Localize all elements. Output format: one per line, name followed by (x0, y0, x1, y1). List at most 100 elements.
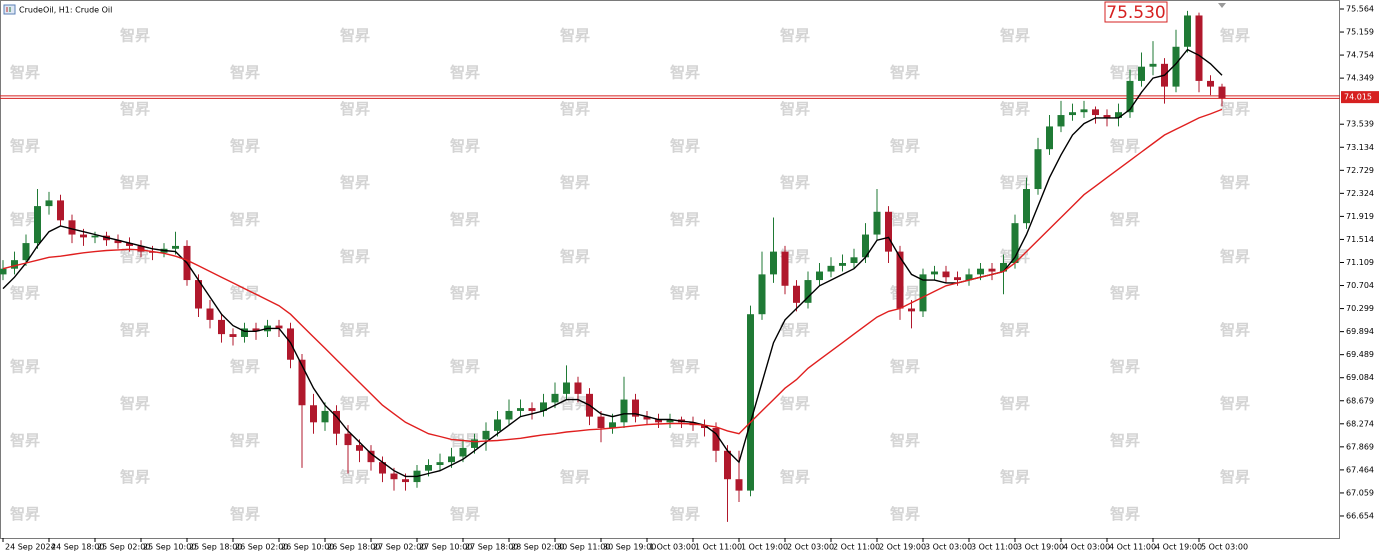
watermark: 智昇 (10, 431, 40, 449)
watermark: 智昇 (340, 395, 370, 413)
watermark: 智昇 (780, 174, 810, 192)
candle-body (1207, 80, 1214, 87)
watermark: 智昇 (670, 505, 700, 523)
watermark: 智昇 (560, 468, 590, 486)
candle-body (275, 325, 283, 329)
watermark: 智昇 (1110, 284, 1140, 302)
candle-body (1138, 66, 1145, 81)
watermark: 智昇 (560, 321, 590, 339)
watermark: 智昇 (560, 27, 590, 45)
x-tick-label: 27 Sep 10:00 (419, 543, 472, 552)
watermark: 智昇 (780, 321, 810, 339)
watermark: 智昇 (230, 211, 260, 229)
candle-body (563, 382, 570, 394)
candle-body (574, 382, 582, 394)
watermark: 智昇 (670, 431, 700, 449)
x-tick-label: 26 Sep 02:00 (235, 543, 288, 552)
watermark: 智昇 (10, 63, 40, 81)
candle-body (172, 245, 179, 249)
watermark: 智昇 (10, 358, 40, 376)
watermark: 智昇 (1000, 395, 1030, 413)
watermark: 智昇 (780, 100, 810, 118)
y-tick-label: 66.654 (1346, 511, 1374, 520)
candle-body (919, 274, 927, 312)
watermark: 智昇 (890, 137, 920, 155)
watermark: 智昇 (340, 27, 370, 45)
x-tick-label: 26 Sep 18:00 (327, 543, 380, 552)
watermark: 智昇 (230, 505, 260, 523)
watermark: 智昇 (450, 63, 480, 81)
candle-body (1023, 189, 1030, 224)
candle-body (333, 410, 340, 434)
watermark: 智昇 (1220, 174, 1250, 192)
watermark: 智昇 (1000, 321, 1030, 339)
candle-body (1115, 112, 1122, 118)
x-tick-label: 27 Sep 18:00 (465, 543, 518, 552)
watermark: 智昇 (890, 431, 920, 449)
x-tick-label: 4 Oct 11:00 (1109, 543, 1156, 552)
x-tick-label: 4 Oct 19:00 (1155, 543, 1202, 552)
watermark: 智昇 (560, 247, 590, 265)
y-tick-label: 70.704 (1346, 281, 1374, 290)
watermark: 智昇 (1110, 211, 1140, 229)
x-tick-label: 3 Oct 03:00 (925, 543, 972, 552)
candle-body (114, 240, 122, 244)
y-tick-label: 72.324 (1346, 189, 1374, 198)
price-label: 74.015 (1344, 93, 1372, 102)
watermark: 智昇 (450, 211, 480, 229)
candle-body (11, 260, 18, 269)
x-tick-label: 3 Oct 11:00 (971, 543, 1018, 552)
candle-body (712, 428, 720, 451)
watermark: 智昇 (340, 247, 370, 265)
y-tick-label: 69.894 (1346, 327, 1374, 336)
candle-body (551, 393, 559, 403)
candle-body (1103, 115, 1111, 118)
y-tick-label: 67.464 (1346, 465, 1374, 474)
watermark: 智昇 (780, 395, 810, 413)
candle-body (1218, 86, 1226, 98)
candle-body (597, 416, 605, 429)
candle-body (862, 234, 869, 258)
y-tick-label: 68.274 (1346, 419, 1374, 428)
candle-body (1126, 80, 1134, 113)
candle-body (1080, 109, 1088, 113)
candle-body (218, 319, 225, 335)
candle-body (80, 234, 87, 238)
x-tick-label: 25 Sep 02:00 (97, 543, 150, 552)
price-annotation: 75.530 (1104, 1, 1168, 23)
candle-body (252, 328, 260, 332)
watermark: 智昇 (1220, 247, 1250, 265)
candle-body (540, 402, 547, 411)
symbol-header: CrudeOil, H1: Crude Oil (3, 4, 112, 15)
candle-body (1057, 115, 1065, 127)
watermark: 智昇 (120, 468, 150, 486)
x-tick-label: 25 Sep 10:00 (143, 543, 196, 552)
y-tick-label: 71.919 (1346, 212, 1374, 221)
candle-body (1011, 223, 1019, 263)
x-tick-label: 30 Sep 19:00 (603, 543, 656, 552)
watermark: 智昇 (120, 395, 150, 413)
candle-body (367, 450, 375, 463)
watermark: 智昇 (1110, 63, 1140, 81)
x-tick-label: 24 Sep 2024 (5, 543, 56, 552)
y-tick-label: 74.754 (1346, 51, 1374, 60)
y-tick-label: 74.349 (1346, 74, 1374, 83)
candle-body (229, 334, 237, 337)
moving-average-line (2, 48, 1223, 478)
watermark: 智昇 (10, 137, 40, 155)
watermark: 智昇 (230, 137, 260, 155)
x-tick-label: 4 Oct 03:00 (1063, 543, 1110, 552)
candle-body (1034, 149, 1042, 190)
y-tick-label: 73.134 (1346, 143, 1374, 152)
candle-body (448, 456, 455, 463)
y-tick-label: 72.729 (1346, 166, 1374, 175)
candle-body (344, 433, 352, 446)
watermark: 智昇 (560, 100, 590, 118)
candle-body (494, 419, 501, 431)
chart-title: CrudeOil, H1: Crude Oil (19, 6, 112, 15)
watermark: 智昇 (230, 284, 260, 302)
watermark: 智昇 (10, 505, 40, 523)
